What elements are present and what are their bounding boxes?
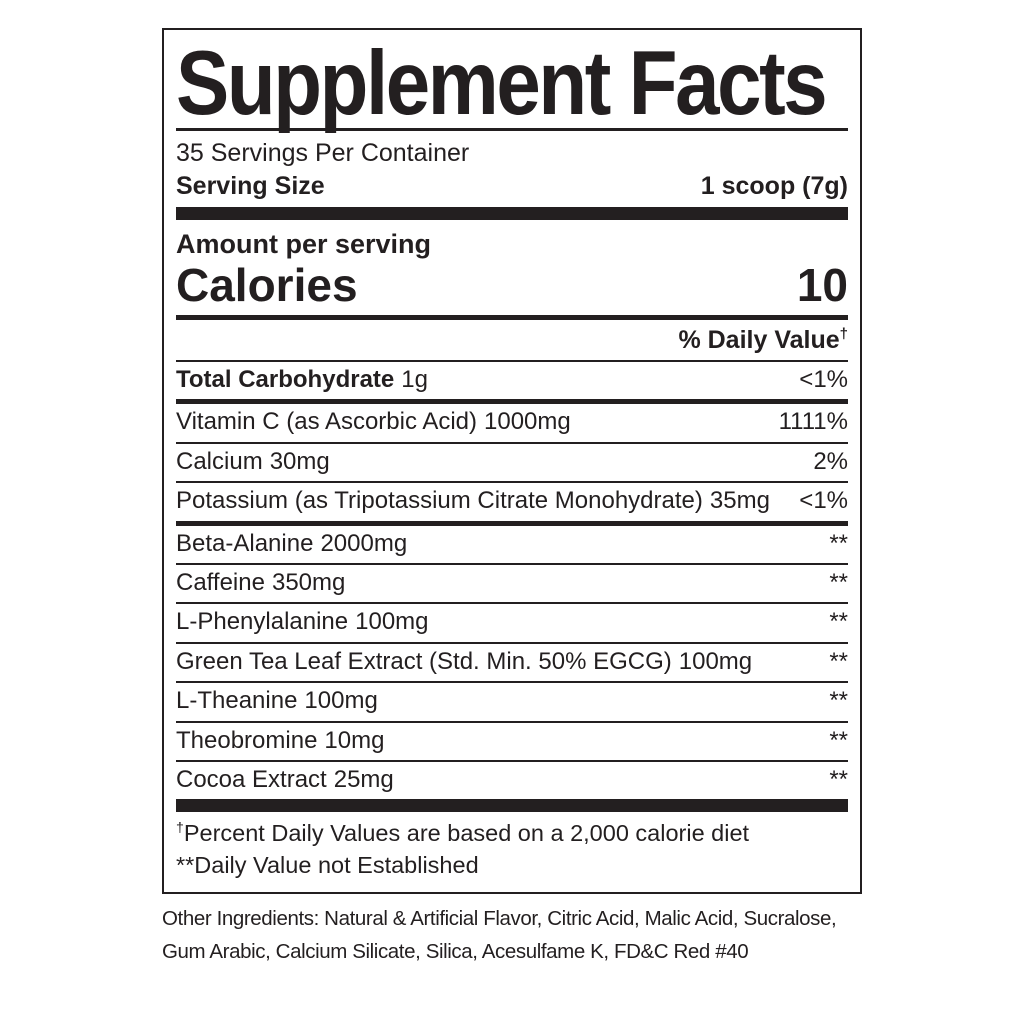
footnote-dagger: †	[176, 819, 184, 836]
nutrient-row: Cocoa Extract 25mg **	[176, 759, 848, 799]
nutrient-amount: 35mg	[709, 487, 770, 515]
serving-size-value: 1 scoop (7g)	[700, 172, 848, 201]
servings-per-container: 35 Servings Per Container	[176, 138, 470, 167]
serving-size-row: Serving Size 1 scoop (7g)	[176, 169, 848, 207]
nutrient-daily-value: 2%	[813, 447, 848, 475]
nutrient-row: Beta-Alanine 2000mg **	[176, 520, 848, 563]
panel-title: Supplement Facts	[176, 32, 828, 134]
nutrient-name: L-Theanine	[176, 687, 298, 715]
nutrient-amount: 100mg	[678, 647, 753, 675]
nutrient-name: Caffeine	[176, 568, 265, 596]
nutrient-amount: 2000mg	[320, 529, 408, 557]
nutrient-amount: 100mg	[304, 687, 378, 715]
nutrient-name-amount: L-Theanine 100mg	[176, 687, 378, 715]
nutrient-daily-value: **	[829, 765, 848, 793]
nutrient-name: Calcium	[176, 447, 263, 475]
nutrient-daily-value: **	[829, 687, 848, 715]
nutrient-amount: 30mg	[269, 447, 330, 475]
nutrient-daily-value: <1%	[799, 366, 848, 394]
nutrient-amount: 1g	[401, 366, 428, 394]
nutrient-amount: 100mg	[355, 608, 429, 636]
daily-value-header-text: % Daily Value	[678, 326, 840, 355]
supplement-facts-panel: Supplement Facts 35 Servings Per Contain…	[162, 28, 862, 894]
nutrient-row: Green Tea Leaf Extract (Std. Min. 50% EG…	[176, 641, 848, 681]
nutrient-daily-value: <1%	[799, 487, 848, 515]
daily-value-header-dagger: †	[839, 325, 848, 343]
nutrient-rows: Total Carbohydrate 1g <1% Vitamin C (as A…	[176, 360, 848, 799]
footnote-asterisks: **	[176, 852, 195, 879]
footnote-not-established: **Daily Value not Established	[176, 850, 848, 882]
nutrient-amount: 1000mg	[484, 408, 571, 436]
nutrient-name-amount: Caffeine 350mg	[176, 568, 346, 596]
nutrient-amount: 350mg	[271, 568, 346, 596]
other-ingredients: Other Ingredients: Natural & Artificial …	[162, 903, 874, 969]
nutrient-row: L-Phenylalanine 100mg **	[176, 602, 848, 641]
other-ingredients-line1: Other Ingredients: Natural & Artificial …	[162, 906, 837, 930]
nutrient-amount: 25mg	[333, 765, 394, 793]
nutrient-amount: 10mg	[324, 726, 385, 754]
calories-label: Calories	[176, 259, 358, 312]
nutrient-daily-value: **	[829, 608, 848, 636]
nutrient-name: Beta-Alanine	[176, 529, 314, 557]
nutrient-name: Cocoa Extract	[176, 765, 327, 793]
nutrient-daily-value: 1111%	[778, 408, 848, 436]
footnote-daily-value: †Percent Daily Values are based on a 2,0…	[176, 818, 848, 850]
nutrient-name-amount: Cocoa Extract 25mg	[176, 765, 394, 793]
nutrient-name-amount: Vitamin C (as Ascorbic Acid) 1000mg	[176, 409, 571, 435]
nutrient-name-amount: L-Phenylalanine 100mg	[176, 609, 429, 635]
amount-per-serving-label: Amount per serving	[176, 229, 432, 260]
nutrient-name-amount: Potassium (as Tripotassium Citrate Monoh…	[176, 488, 770, 514]
nutrient-name: Total Carbohydrate	[176, 366, 395, 394]
daily-value-header: % Daily Value†	[176, 320, 848, 360]
nutrient-name: Theobromine	[176, 726, 318, 754]
nutrient-daily-value: **	[829, 568, 848, 596]
nutrient-name-amount: Green Tea Leaf Extract (Std. Min. 50% EG…	[176, 647, 753, 675]
nutrient-daily-value: **	[829, 647, 848, 675]
nutrient-name-amount: Calcium 30mg	[176, 447, 330, 475]
nutrient-row: L-Theanine 100mg **	[176, 681, 848, 720]
nutrient-row: Calcium 30mg 2%	[176, 441, 848, 481]
nutrient-name-amount: Beta-Alanine 2000mg	[176, 529, 408, 557]
title-divider	[176, 127, 848, 131]
nutrient-row: Theobromine 10mg **	[176, 720, 848, 760]
nutrient-name: Potassium (as Tripotassium Citrate Monoh…	[176, 487, 703, 515]
calories-value: 10	[796, 259, 848, 312]
nutrient-name-amount: Theobromine 10mg	[176, 726, 385, 754]
nutrient-row: Total Carbohydrate 1g <1%	[176, 360, 848, 399]
calories-divider	[176, 315, 848, 321]
section-bar-top	[176, 207, 848, 221]
nutrient-name-amount: Total Carbohydrate 1g	[176, 366, 428, 394]
calories-row: Calories 10	[176, 260, 848, 315]
nutrient-name: Vitamin C (as Ascorbic Acid)	[176, 408, 477, 436]
section-bar-bottom	[176, 799, 848, 813]
footnote-daily-value-text: Percent Daily Values are based on a 2,00…	[183, 820, 750, 847]
serving-size-label: Serving Size	[176, 172, 325, 201]
nutrient-row: Potassium (as Tripotassium Citrate Monoh…	[176, 481, 848, 520]
nutrient-name: Green Tea Leaf Extract (Std. Min. 50% EG…	[176, 647, 672, 675]
nutrient-daily-value: **	[829, 726, 848, 754]
nutrient-daily-value: **	[829, 529, 848, 557]
nutrient-row: Caffeine 350mg **	[176, 562, 848, 602]
footnote-not-established-text: Daily Value not Established	[194, 852, 479, 879]
nutrient-row: Vitamin C (as Ascorbic Acid) 1000mg 1111%	[176, 399, 848, 441]
other-ingredients-line2: Gum Arabic, Calcium Silicate, Silica, Ac…	[162, 939, 749, 963]
nutrient-name: L-Phenylalanine	[176, 608, 349, 636]
